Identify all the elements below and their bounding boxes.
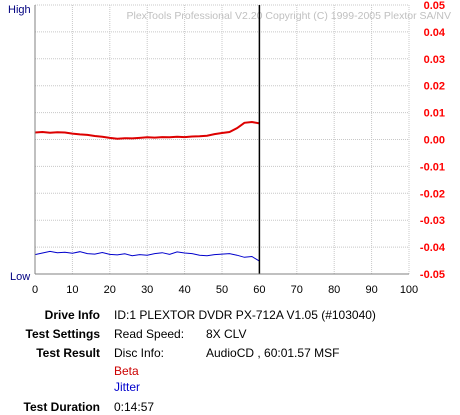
- y-tick-label: -0.04: [420, 242, 446, 254]
- legend-jitter: Jitter: [114, 380, 141, 394]
- x-tick-label: 90: [365, 284, 377, 296]
- y-tick-label: 0.01: [424, 108, 445, 120]
- left-axis-bottom-label: Low: [10, 271, 30, 283]
- drive-info-label: Drive Info: [44, 308, 100, 322]
- test-duration-label: Test Duration: [23, 400, 100, 414]
- watermark: PlexTools Professional V2.20 Copyright (…: [127, 10, 452, 22]
- left-axis-top-label: High: [8, 4, 31, 16]
- y-tick-label: 0.04: [424, 27, 446, 39]
- test-result-label: Test Result: [36, 346, 100, 360]
- x-tick-labels: 0 10 20 30 40 50 60 70 80 90 100: [32, 284, 418, 296]
- legend-beta: Beta: [114, 364, 139, 378]
- x-tick-label: 60: [253, 284, 265, 296]
- disc-info-key: Disc Info:: [114, 346, 165, 360]
- y-tick-label: 0.02: [424, 81, 445, 93]
- y-tick-label: 0.03: [424, 54, 445, 66]
- disc-info-value: AudioCD , 60:01.57 MSF: [206, 346, 340, 360]
- x-tick-label: 30: [141, 284, 153, 296]
- series-line-jitter: [34, 250, 260, 262]
- y-tick-label: -0.05: [420, 269, 445, 281]
- x-tick-label: 20: [104, 284, 116, 296]
- grid: [34, 4, 410, 275]
- x-tick-label: 10: [66, 284, 78, 296]
- x-tick-label: 100: [400, 284, 418, 296]
- test-settings-label: Test Settings: [25, 327, 100, 341]
- series-line-beta: [34, 120, 260, 140]
- y-tick-label: -0.01: [420, 161, 445, 173]
- x-tick-label: 50: [216, 284, 228, 296]
- x-tick-label: 0: [32, 284, 38, 296]
- y-tick-labels: 0.05 0.04 0.03 0.02 0.01 0.00 -0.01 -0.02 -0.03 -…: [420, 0, 446, 281]
- y-tick-label: 0.00: [424, 135, 445, 147]
- series-layer: [34, 120, 260, 262]
- x-tick-label: 80: [328, 284, 340, 296]
- x-tick-label: 70: [291, 284, 303, 296]
- y-tick-label: -0.03: [420, 215, 445, 227]
- read-speed-value: 8X CLV: [206, 327, 247, 341]
- test-duration-value: 0:14:57: [114, 400, 155, 414]
- y-tick-label: 0.05: [424, 0, 445, 12]
- y-tick-label: -0.02: [420, 188, 445, 200]
- drive-info-value: ID:1 PLEXTOR DVDR PX-712A V1.05 (#103040…: [114, 308, 376, 322]
- chart: PlexTools Professional V2.20 Copyright (…: [8, 0, 452, 296]
- x-tick-label: 40: [178, 284, 190, 296]
- read-speed-key: Read Speed:: [114, 327, 185, 341]
